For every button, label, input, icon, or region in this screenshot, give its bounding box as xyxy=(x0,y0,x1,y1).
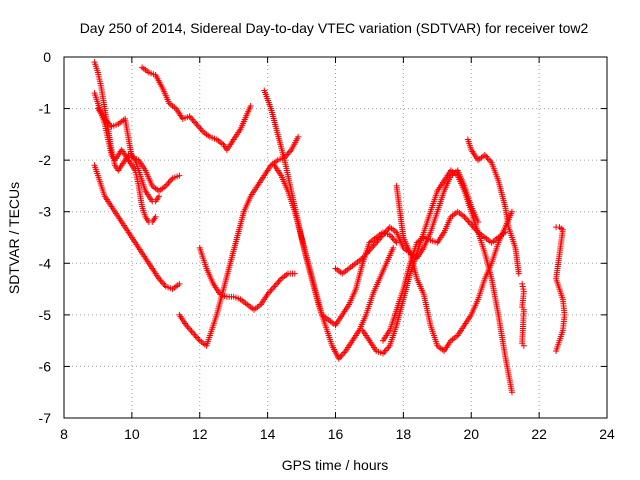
data-point xyxy=(291,270,298,277)
data-point xyxy=(176,172,183,179)
series-track-n xyxy=(464,136,522,277)
x-tick-label: 10 xyxy=(124,426,140,442)
data-point xyxy=(152,213,159,220)
x-tick-label: 24 xyxy=(599,426,615,442)
series-track-o xyxy=(519,280,527,349)
data-point xyxy=(515,270,522,277)
y-tick-label: -4 xyxy=(39,255,52,271)
y-tick-label: -5 xyxy=(39,307,52,323)
x-tick-label: 12 xyxy=(192,426,208,442)
y-tick-label: -6 xyxy=(39,358,52,374)
x-tick-label: 22 xyxy=(531,426,547,442)
series-track-g xyxy=(196,244,298,313)
data-point xyxy=(390,244,397,251)
x-tick-label: 14 xyxy=(260,426,276,442)
chart-title: Day 250 of 2014, Sidereal Day-to-day VTE… xyxy=(80,20,589,36)
x-tick-label: 18 xyxy=(396,426,412,442)
x-tick-labels: 8 10 12 14 16 18 20 22 24 xyxy=(60,426,615,442)
data-point xyxy=(519,283,526,290)
data-points xyxy=(91,59,568,396)
data-point xyxy=(247,102,254,109)
x-tick-label: 16 xyxy=(328,426,344,442)
x-tick-label: 8 xyxy=(60,426,68,442)
x-axis-label: GPS time / hours xyxy=(282,457,389,473)
y-tick-label: -1 xyxy=(39,101,52,117)
data-point xyxy=(508,389,515,396)
y-tick-labels: 0 -1 -2 -3 -4 -5 -6 -7 xyxy=(39,49,52,426)
data-point xyxy=(520,342,527,349)
data-point xyxy=(156,193,163,200)
data-point xyxy=(176,280,183,287)
series-track-p xyxy=(553,224,568,354)
series-track-d xyxy=(139,64,254,153)
data-point xyxy=(295,133,302,140)
data-point xyxy=(553,347,560,354)
series-track-f xyxy=(176,133,302,349)
plot-frame xyxy=(63,56,608,419)
y-axis-label: SDTVAR / TECUs xyxy=(6,182,22,294)
series-track-e xyxy=(94,105,183,195)
y-tick-label: -7 xyxy=(39,410,52,426)
series-track-c xyxy=(91,162,183,293)
data-point xyxy=(519,280,526,287)
data-point xyxy=(393,239,400,246)
series-track-m xyxy=(393,182,515,354)
y-tick-label: -2 xyxy=(39,152,52,168)
y-tick-label: 0 xyxy=(43,49,51,65)
x-tick-label: 20 xyxy=(463,426,479,442)
y-tick-label: -3 xyxy=(39,204,52,220)
data-point xyxy=(508,208,515,215)
